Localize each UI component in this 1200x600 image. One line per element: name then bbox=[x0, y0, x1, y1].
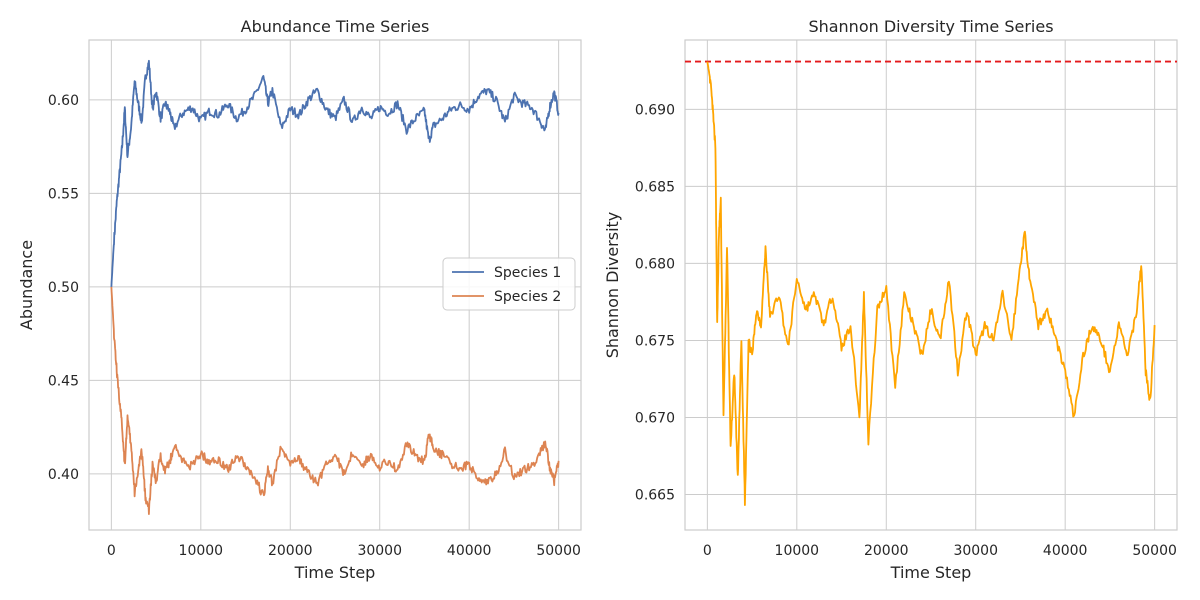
shannon-x-tick-label: 30000 bbox=[953, 543, 998, 559]
shannon-gridlines bbox=[685, 40, 1177, 530]
diversity-line bbox=[706, 61, 1156, 507]
legend-label-species-2: Species 2 bbox=[494, 289, 561, 305]
species-1-line bbox=[110, 59, 560, 287]
abundance-chart: 0 10000 20000 30000 40000 50000 0.400.450.500… bbox=[17, 17, 582, 582]
shannon-x-tick-label: 0 bbox=[703, 543, 712, 559]
abundance-plot-frame bbox=[88, 39, 582, 531]
species-2-line bbox=[110, 286, 560, 515]
shannon-x-tick-label: 10000 bbox=[775, 543, 820, 559]
abundance-y-ticks: 0.40 0.45 0.50 0.55 0.60 bbox=[48, 93, 79, 483]
shannon-series-line bbox=[706, 61, 1156, 507]
shannon-chart-title: Shannon Diversity Time Series bbox=[808, 17, 1053, 36]
shannon-x-ticks: 0 10000 20000 30000 40000 50000 bbox=[703, 543, 1177, 559]
abundance-y-tick-label: 0.55 bbox=[48, 186, 79, 202]
shannon-plot-frame bbox=[684, 39, 1178, 531]
abundance-y-tick-label: 0.45 bbox=[48, 373, 79, 389]
shannon-y-axis-label: Shannon Diversity bbox=[603, 212, 622, 359]
shannon-y-tick-label: 0.665 bbox=[635, 488, 675, 504]
abundance-x-axis-label: Time Step bbox=[294, 563, 376, 582]
abundance-y-axis-label: Abundance bbox=[17, 240, 36, 330]
abundance-series-lines bbox=[110, 59, 560, 515]
abundance-x-tick-label: 0 bbox=[107, 543, 116, 559]
legend-label-species-1: Species 1 bbox=[494, 265, 561, 281]
shannon-x-tick-label: 40000 bbox=[1043, 543, 1088, 559]
shannon-y-ticks: 0.665 0.670 0.675 0.680 0.685 0.690 bbox=[635, 102, 675, 503]
abundance-y-tick-label: 0.40 bbox=[48, 467, 79, 483]
abundance-x-tick-label: 40000 bbox=[447, 543, 492, 559]
abundance-y-tick-label: 0.50 bbox=[48, 280, 79, 296]
shannon-y-tick-label: 0.685 bbox=[635, 179, 675, 195]
abundance-y-tick-label: 0.60 bbox=[48, 93, 79, 109]
abundance-x-tick-label: 20000 bbox=[268, 543, 313, 559]
shannon-y-tick-label: 0.680 bbox=[635, 256, 675, 272]
shannon-y-tick-label: 0.690 bbox=[635, 102, 675, 118]
legend-box bbox=[442, 257, 576, 311]
abundance-legend: Species 1 Species 2 bbox=[442, 257, 576, 311]
abundance-chart-title: Abundance Time Series bbox=[241, 17, 430, 36]
shannon-y-tick-label: 0.670 bbox=[635, 411, 675, 427]
abundance-x-tick-label: 30000 bbox=[357, 543, 402, 559]
shannon-diversity-chart: 0 10000 20000 30000 40000 50000 0.6650.6700.6… bbox=[603, 17, 1178, 582]
abundance-x-tick-label: 50000 bbox=[536, 543, 581, 559]
shannon-y-tick-label: 0.675 bbox=[635, 333, 675, 349]
abundance-x-tick-label: 10000 bbox=[179, 543, 224, 559]
shannon-x-tick-label: 50000 bbox=[1132, 543, 1177, 559]
shannon-x-tick-label: 20000 bbox=[864, 543, 909, 559]
abundance-x-ticks: 0 10000 20000 30000 40000 50000 bbox=[107, 543, 581, 559]
shannon-x-axis-label: Time Step bbox=[890, 563, 972, 582]
